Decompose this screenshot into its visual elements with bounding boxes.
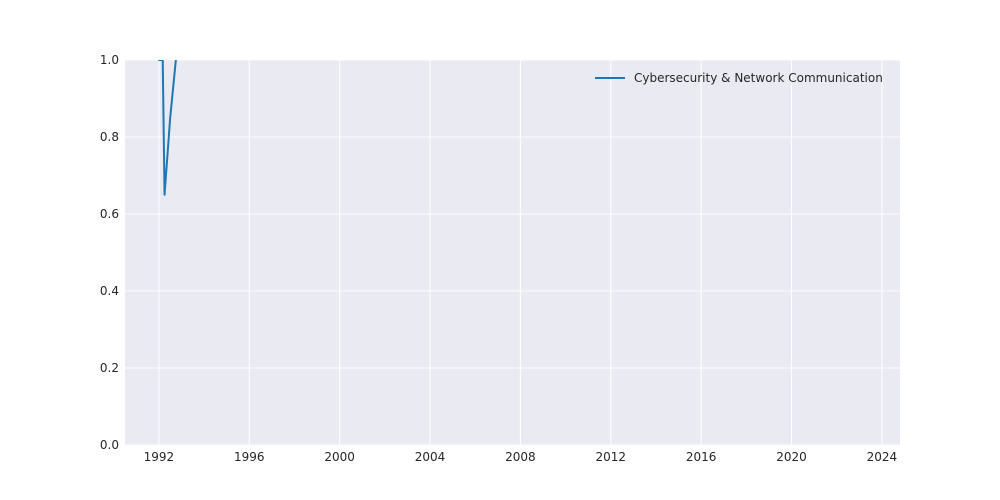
series-layer xyxy=(157,60,177,196)
x-tick-label: 1996 xyxy=(234,450,265,464)
legend-label: Cybersecurity & Network Communication xyxy=(634,71,883,85)
y-tick-label: 0.4 xyxy=(100,284,119,298)
y-tick-label: 0.0 xyxy=(100,438,119,452)
x-tick-label: 2004 xyxy=(415,450,446,464)
x-axis: 1992 1996 2000 2004 2008 2012 2016 2020 2024 xyxy=(144,450,898,464)
x-tick-label: 2012 xyxy=(596,450,627,464)
y-tick-label: 0.2 xyxy=(100,361,119,375)
legend: Cybersecurity & Network Communication xyxy=(595,71,883,85)
y-tick-label: 0.8 xyxy=(100,130,119,144)
x-tick-label: 2000 xyxy=(324,450,355,464)
plot-area xyxy=(125,60,900,445)
series-line xyxy=(157,60,177,196)
x-tick-label: 2008 xyxy=(505,450,536,464)
x-tick-label: 2020 xyxy=(776,450,807,464)
x-tick-label: 2016 xyxy=(686,450,717,464)
x-tick-label: 2024 xyxy=(867,450,898,464)
y-tick-label: 1.0 xyxy=(100,53,119,67)
x-tick-label: 1992 xyxy=(144,450,175,464)
grid xyxy=(125,59,900,446)
y-tick-label: 0.6 xyxy=(100,207,119,221)
y-axis: 0.0 0.2 0.4 0.6 0.8 1.0 xyxy=(100,53,119,452)
